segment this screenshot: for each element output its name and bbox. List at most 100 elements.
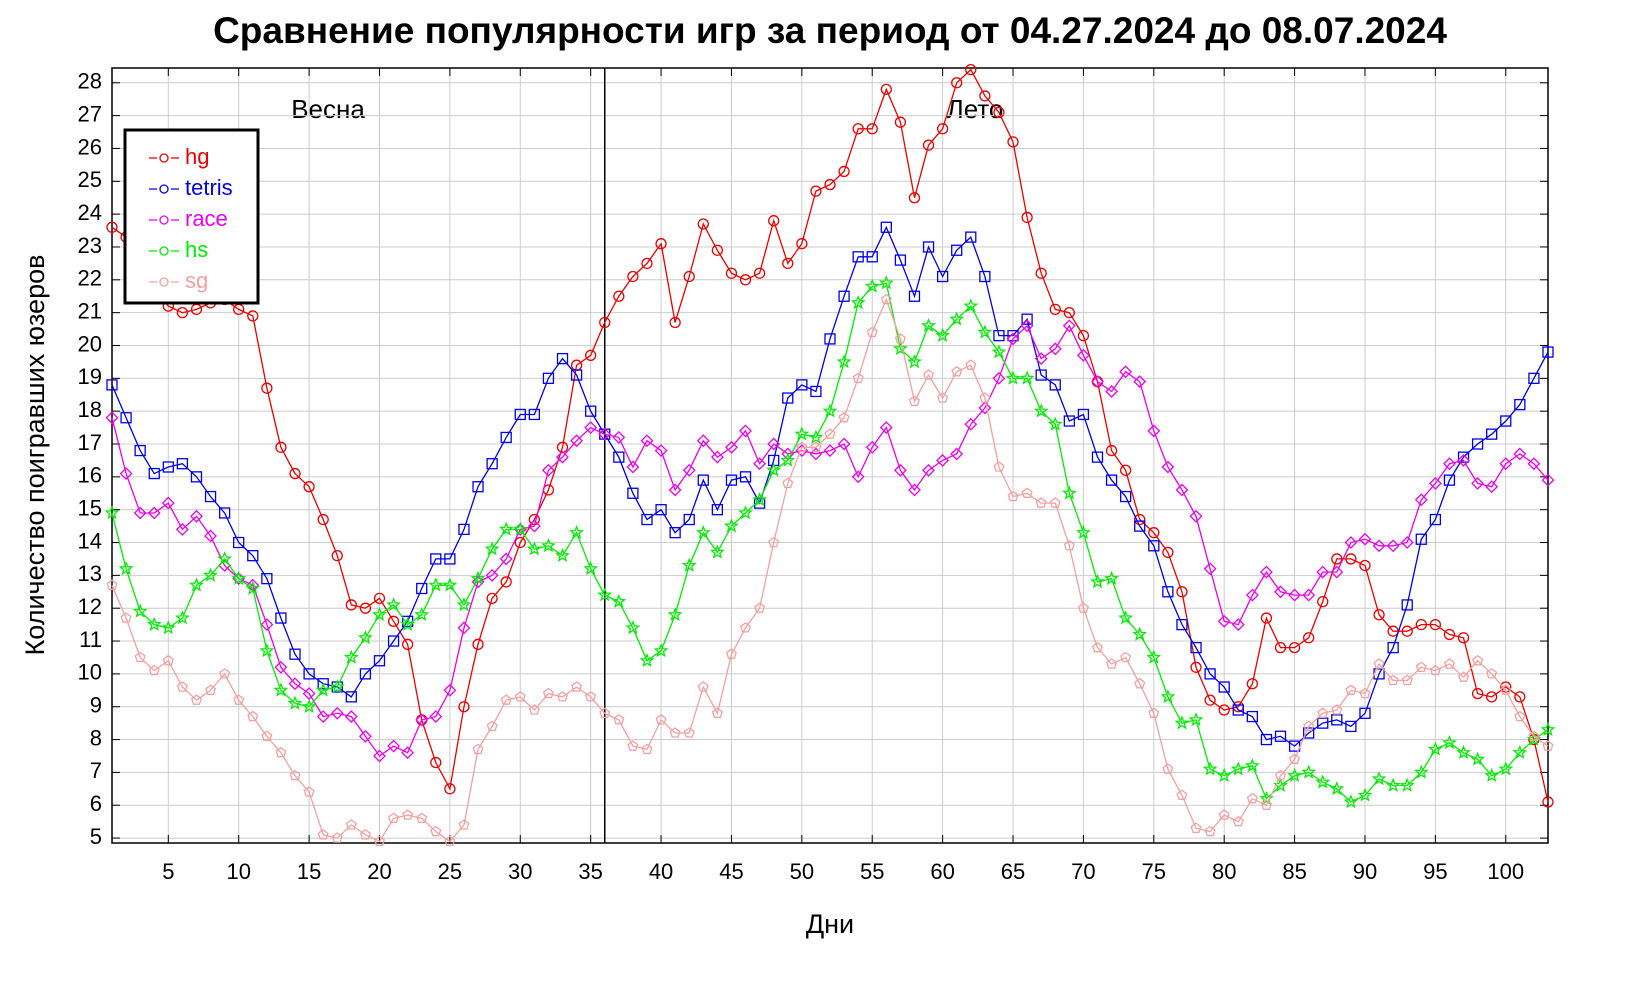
point xyxy=(1190,641,1202,654)
point xyxy=(259,643,275,658)
point xyxy=(1020,319,1034,333)
point xyxy=(936,270,949,283)
point xyxy=(823,444,837,458)
point xyxy=(119,467,133,481)
point xyxy=(512,521,528,536)
point xyxy=(1148,707,1160,718)
point xyxy=(1428,476,1442,490)
point xyxy=(796,441,808,452)
point xyxy=(1091,641,1103,653)
point xyxy=(471,575,485,589)
season-label: Весна xyxy=(291,94,365,124)
point xyxy=(1162,586,1174,598)
point xyxy=(838,411,850,423)
point xyxy=(1386,539,1400,553)
point xyxy=(697,681,709,692)
point xyxy=(429,710,443,724)
point xyxy=(175,610,190,625)
point xyxy=(1486,668,1498,679)
point xyxy=(1019,370,1035,385)
point xyxy=(1188,712,1204,727)
point xyxy=(106,579,118,590)
point xyxy=(1005,370,1021,385)
point xyxy=(526,541,542,556)
point xyxy=(935,327,950,342)
point xyxy=(866,251,878,263)
point xyxy=(1401,674,1413,686)
point xyxy=(993,461,1005,472)
point xyxy=(189,577,204,592)
point xyxy=(908,483,921,497)
point xyxy=(1401,599,1413,611)
point xyxy=(780,452,796,467)
point xyxy=(190,694,202,705)
point xyxy=(106,379,118,391)
point xyxy=(894,254,907,266)
point xyxy=(893,463,907,477)
point xyxy=(105,411,119,425)
point xyxy=(866,326,878,338)
point xyxy=(1035,497,1047,508)
point xyxy=(386,597,402,612)
point xyxy=(147,506,161,520)
point xyxy=(458,523,470,536)
point xyxy=(514,691,526,702)
point xyxy=(261,730,273,741)
point xyxy=(120,612,132,623)
point xyxy=(528,704,540,715)
point xyxy=(1162,546,1174,559)
point xyxy=(1021,211,1033,224)
legend: hg tetris race hs sg xyxy=(123,128,260,305)
point xyxy=(1175,483,1189,497)
point xyxy=(991,344,1007,359)
y-axis-label: Количество поигравших юзеров xyxy=(20,255,50,656)
point xyxy=(444,783,456,795)
point xyxy=(387,635,400,647)
point xyxy=(907,354,922,369)
point xyxy=(1303,632,1315,644)
y-tick-label: 24 xyxy=(78,200,102,225)
y-tick-label: 18 xyxy=(78,397,102,422)
point xyxy=(922,241,935,253)
x-tick-label: 65 xyxy=(1001,859,1025,884)
point xyxy=(710,544,725,559)
point xyxy=(1513,447,1527,461)
point xyxy=(908,395,920,407)
point xyxy=(1456,744,1471,759)
point xyxy=(555,547,570,562)
legend-symbol xyxy=(159,184,169,194)
x-tick-label: 95 xyxy=(1423,859,1447,884)
point xyxy=(247,550,259,562)
point xyxy=(556,450,569,464)
point xyxy=(274,660,288,674)
point xyxy=(641,743,653,755)
point xyxy=(1105,444,1118,457)
point xyxy=(838,165,850,178)
point xyxy=(1443,658,1455,669)
point xyxy=(402,809,414,820)
point xyxy=(1119,365,1133,379)
point xyxy=(667,607,683,622)
y-tick-label: 23 xyxy=(78,233,102,258)
point xyxy=(951,366,963,377)
point xyxy=(373,749,386,763)
point xyxy=(738,505,753,520)
point xyxy=(1317,595,1329,608)
point xyxy=(1035,369,1047,381)
point xyxy=(104,505,120,520)
point xyxy=(261,572,273,585)
point xyxy=(118,560,134,576)
point xyxy=(1133,375,1147,389)
point xyxy=(1443,457,1456,471)
point xyxy=(1148,540,1160,552)
point xyxy=(669,727,681,738)
point xyxy=(233,694,245,705)
point xyxy=(766,462,782,477)
point xyxy=(1146,649,1162,664)
point xyxy=(754,602,766,613)
point xyxy=(388,812,400,824)
point xyxy=(134,444,146,457)
point xyxy=(458,819,470,830)
point xyxy=(1373,609,1385,621)
point xyxy=(963,298,979,313)
